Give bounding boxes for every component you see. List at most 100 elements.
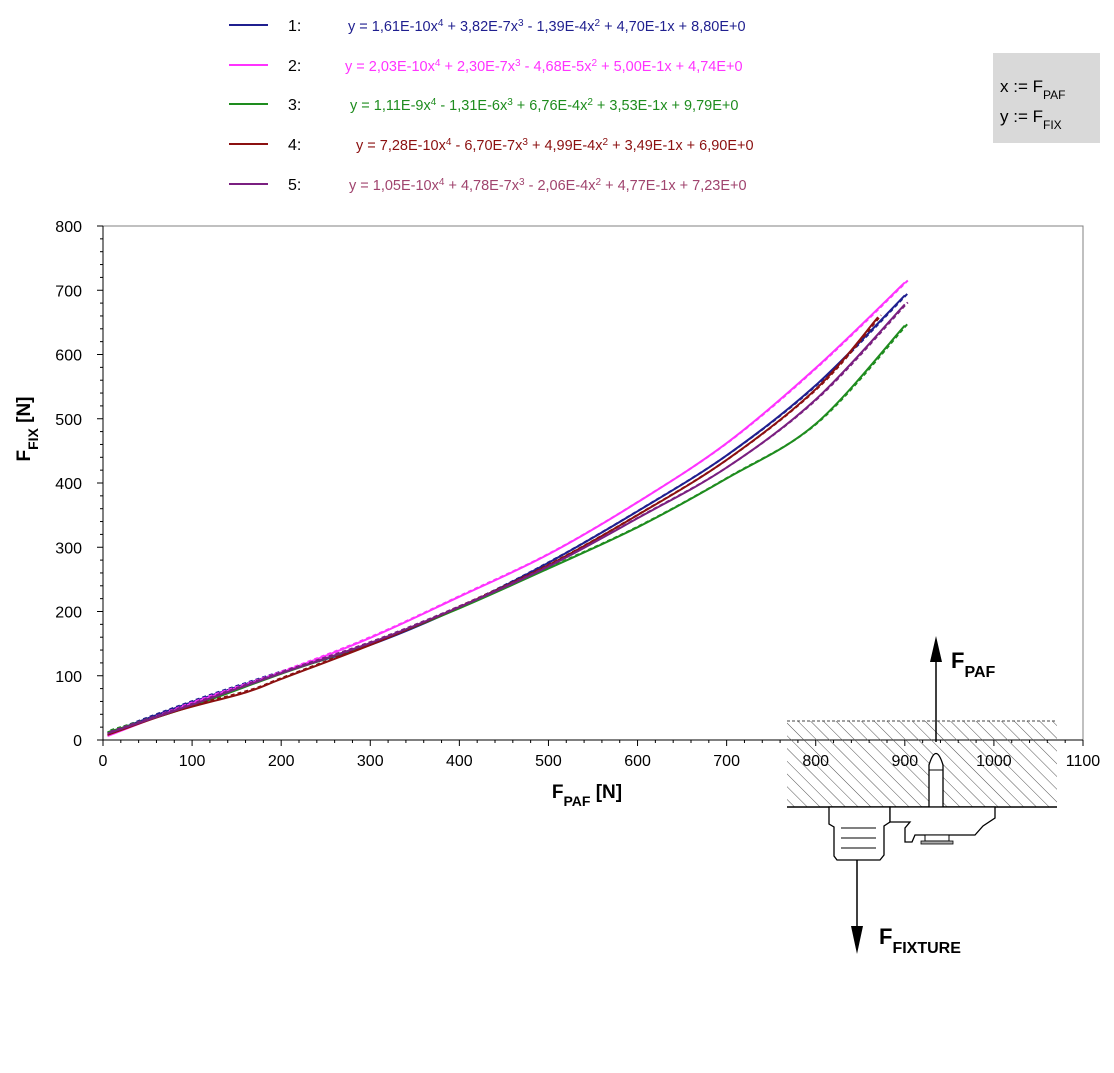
text-segment: y = 1,05E-10x [349,178,440,194]
text-segment: - 6,70E-7x [451,138,523,154]
series-group [107,279,909,738]
text-segment: F [552,782,564,803]
text-segment: 3 [515,58,521,69]
series-2-fit [110,279,909,736]
text-segment: F [951,648,964,673]
pin-tip [928,752,944,808]
x-tick-label: 100 [179,753,206,770]
text-segment: 3 [507,97,513,108]
text-segment: 3 [522,137,528,148]
text-segment: y = 1,61E-10x [348,19,439,35]
text-segment: - 1,39E-4x [524,19,596,35]
text-segment: + 6,76E-4x [513,98,588,114]
text-segment: FIX [1043,118,1062,132]
legend-equation: y = 1,11E-9x4 - 1,31E-6x3 + 6,76E-4x2 + … [350,97,738,115]
text-segment: 4 [446,137,452,148]
x-tick-label: 0 [99,753,108,770]
series-5-fit [110,301,909,733]
y-tick-label: 300 [55,540,82,557]
y-definition: y := FFIX [1000,107,1062,132]
panel-hatched [787,721,1057,807]
text-segment: + 3,82E-7x [443,19,518,35]
legend-equation: y = 1,05E-10x4 + 4,78E-7x3 - 2,06E-4x2 +… [349,177,747,195]
y-tick-label: 100 [55,669,82,686]
series-3-line [107,324,906,734]
text-segment: - 2,06E-4x [525,178,597,194]
arrow-down-head [851,926,863,954]
x-tick-label: 400 [446,753,473,770]
legend-equation: y = 7,28E-10x4 - 6,70E-7x3 + 4,99E-4x2 +… [356,137,754,155]
text-segment: 2 [594,18,600,29]
x-tick-label: 500 [535,753,562,770]
x-tick-label: 700 [713,753,740,770]
series-2-line [107,281,906,738]
y-tick-label: 400 [55,476,82,493]
bracket-nut [924,834,950,842]
x-axis-title: FPAF [N] [552,782,622,809]
legend-number: 3: [288,97,301,114]
text-segment: y := F [1000,107,1043,126]
text-segment: + 4,99E-4x [528,138,603,154]
series-4-fit [110,314,882,734]
text-segment: [N] [590,782,622,803]
clip-body [828,806,891,861]
bracket-washer [920,840,954,845]
series-3-fit [110,322,909,732]
arrow-up-head [930,636,942,662]
x-tick-label: 200 [268,753,295,770]
series-5-line [107,303,906,735]
text-segment: PAF [1043,88,1065,102]
text-segment: x := F [1000,77,1043,96]
text-segment: y = 1,11E-9x [350,98,431,114]
text-segment: 4 [438,18,444,29]
text-segment: 4 [431,97,437,108]
y-tick-label: 800 [55,219,82,236]
text-segment: y = 2,03E-10x [345,59,436,75]
legend-number: 5: [288,177,301,194]
y-axis-title-group: FFIX [N] [14,396,41,461]
text-segment: PAF [964,664,995,681]
definitions-background [993,53,1100,143]
text-segment: FIXTURE [892,940,961,957]
y-tick-label: 700 [55,283,82,300]
text-segment: [N] [14,396,35,428]
text-segment: + 3,53E-1x + 9,79E+0 [593,98,739,114]
x-definition: x := FPAF [1000,77,1065,102]
text-segment: - 1,31E-6x [436,98,508,114]
series-4-line [107,316,879,736]
legend-number: 4: [288,137,301,154]
bracket-arm [889,806,996,843]
text-segment: 2 [591,58,597,69]
legend-number: 2: [288,58,301,75]
text-segment: - 4,68E-5x [521,59,593,75]
y-axis-title: FFIX [N] [14,396,41,461]
text-segment: + 2,30E-7x [440,59,515,75]
text-segment: + 4,78E-7x [444,178,519,194]
text-segment: 2 [587,97,593,108]
legend-number: 1: [288,18,301,35]
text-segment: 2 [595,177,601,188]
text-segment: + 4,77E-1x + 7,23E+0 [601,178,747,194]
paf-force-label: FPAF [951,648,995,681]
y-tick-label: 200 [55,605,82,622]
text-segment: + 3,49E-1x + 6,90E+0 [608,138,754,154]
y-tick-label: 0 [73,733,82,750]
text-segment: F [879,924,892,949]
text-segment: y = 7,28E-10x [356,138,447,154]
legend: 1: y = 1,61E-10x4 + 3,82E-7x3 - 1,39E-4x2… [229,18,754,195]
fixture-force-label: FFIXTURE [879,924,961,957]
x-tick-label: 300 [357,753,384,770]
text-segment: PAF [563,793,590,809]
legend-equation: y = 2,03E-10x4 + 2,30E-7x3 - 4,68E-5x2 +… [345,58,743,76]
text-segment: 3 [519,177,525,188]
legend-equation: y = 1,61E-10x4 + 3,82E-7x3 - 1,39E-4x2 +… [348,18,746,36]
text-segment: FIX [25,427,41,449]
text-segment: 3 [518,18,524,29]
series-1-fit [110,292,909,733]
x-tick-label: 600 [624,753,651,770]
text-segment: + 4,70E-1x + 8,80E+0 [600,19,746,35]
y-tick-label: 600 [55,348,82,365]
